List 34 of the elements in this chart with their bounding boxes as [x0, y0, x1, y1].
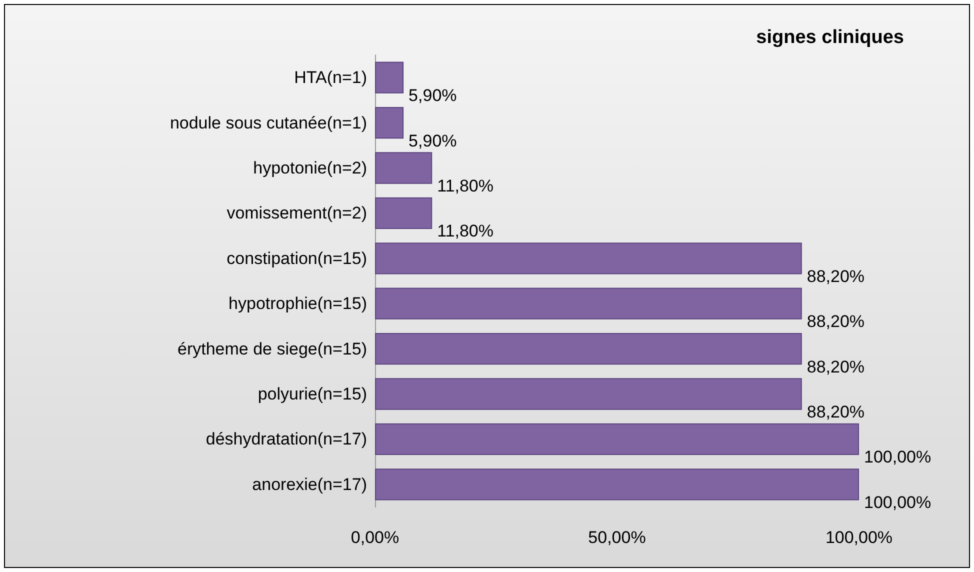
bar [375, 152, 432, 184]
x-tick-label: 50,00% [588, 528, 646, 547]
data-label: 88,20% [806, 312, 865, 332]
y-tick-label: vomissement(n=2) [226, 204, 367, 223]
data-label: 11,80% [437, 176, 494, 196]
bar [375, 62, 404, 94]
y-tick-label: anorexie(n=17) [252, 474, 367, 494]
y-tick-label: HTA(n=1) [294, 68, 367, 88]
x-tick-label: 0,00% [350, 528, 400, 547]
data-label: 88,20% [806, 357, 865, 376]
data-label: 88,20% [806, 402, 865, 422]
bar [375, 106, 404, 139]
y-tick-label: nodule sous cutanée(n=1) [170, 113, 367, 132]
bar [375, 288, 802, 320]
data-label: 100,00% [864, 448, 932, 467]
data-label: 100,00% [864, 492, 932, 512]
bar [375, 468, 859, 500]
data-label: 5,90% [408, 131, 457, 150]
y-tick-label: constipation(n=15) [226, 248, 367, 268]
bar [375, 378, 802, 410]
y-tick-label: polyurie(n=15) [258, 384, 367, 404]
data-label: 5,90% [408, 86, 457, 106]
x-tick-label: 100,00% [825, 528, 893, 547]
bar [375, 332, 802, 365]
y-tick-label: hypotrophie(n=15) [228, 294, 367, 314]
chart-title: signes cliniques [756, 27, 904, 48]
y-tick-label: déshydratation(n=17) [206, 430, 367, 449]
y-tick-label: érytheme de siege(n=15) [178, 339, 367, 358]
y-tick-label: hypotonie(n=2) [253, 158, 367, 178]
data-label: 11,80% [437, 222, 494, 241]
data-label: 88,20% [806, 266, 865, 286]
bar [375, 197, 432, 230]
bar [375, 423, 859, 456]
bar [375, 242, 802, 274]
